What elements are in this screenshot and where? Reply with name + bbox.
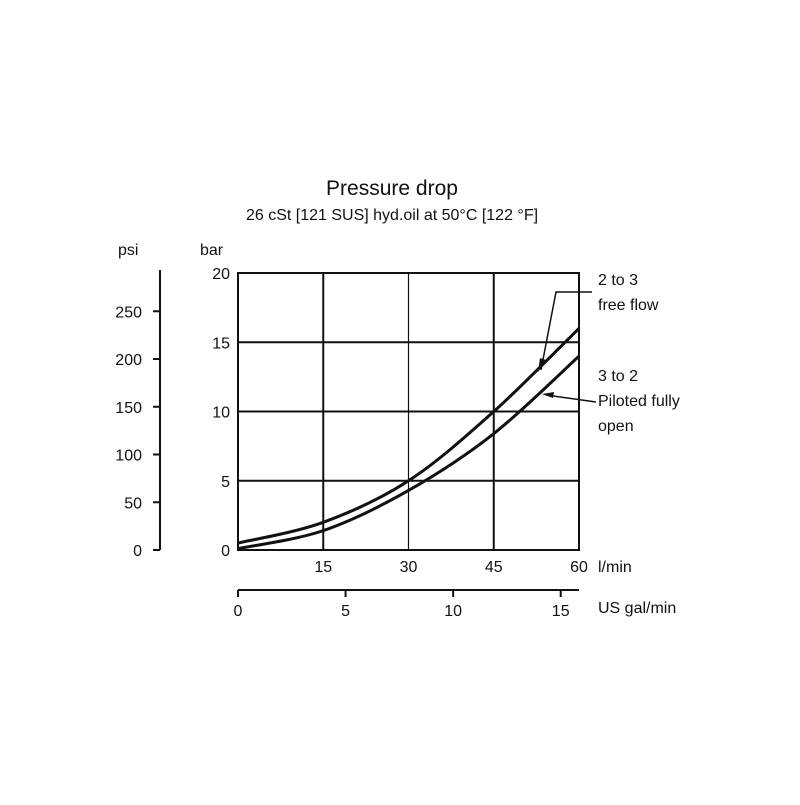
y-tick-label: 5 xyxy=(221,474,230,491)
series-2-label: open xyxy=(598,418,634,435)
gal-tick-label: 15 xyxy=(552,603,570,620)
x-tick-label: 60 xyxy=(570,559,588,576)
psi-tick-label: 150 xyxy=(115,400,142,417)
psi-tick-label: 0 xyxy=(133,543,142,560)
series-2-label: 3 to 2 xyxy=(598,368,638,385)
series-line-2 xyxy=(237,354,581,551)
gal-tick-label: 5 xyxy=(341,603,350,620)
series-1-label: 2 to 3 xyxy=(598,272,638,289)
y-tick-label: 15 xyxy=(212,335,230,352)
y-tick-label: 0 xyxy=(221,543,230,560)
y-tick-label: 20 xyxy=(212,266,230,283)
y2-axis-label: psi xyxy=(118,242,138,259)
psi-tick-label: 200 xyxy=(115,352,142,369)
x-tick-label: 30 xyxy=(400,559,418,576)
series-line-1 xyxy=(237,327,581,545)
y-axis-label: bar xyxy=(200,242,224,259)
x-tick-label: 45 xyxy=(485,559,503,576)
series-2-arrowhead xyxy=(542,392,554,398)
y-tick-label: 10 xyxy=(212,405,230,422)
series-2-leader xyxy=(545,394,597,403)
chart-subtitle: 26 cSt [121 SUS] hyd.oil at 50°C [122 °F… xyxy=(246,207,538,224)
gal-tick-label: 10 xyxy=(444,603,462,620)
chart-title: Pressure drop xyxy=(326,177,458,200)
gal-tick-label: 0 xyxy=(234,603,243,620)
psi-tick-label: 100 xyxy=(115,448,142,465)
x2-axis-label: US gal/min xyxy=(598,600,676,617)
x-tick-label: 15 xyxy=(314,559,332,576)
x-axis-label: l/min xyxy=(598,559,632,576)
series-1-leader xyxy=(540,291,592,371)
series-1-label: free flow xyxy=(598,297,659,314)
psi-tick-label: 50 xyxy=(124,495,142,512)
series-1-arrowhead xyxy=(538,358,546,372)
series-2-label: Piloted fully xyxy=(598,393,680,410)
psi-tick-label: 250 xyxy=(115,304,142,321)
